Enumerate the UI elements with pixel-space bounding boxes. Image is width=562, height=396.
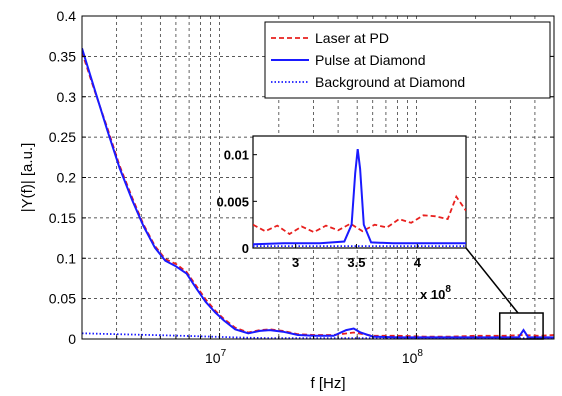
y-tick-label: 0.1 bbox=[57, 250, 77, 266]
legend-label: Laser at PD bbox=[315, 30, 389, 46]
y-axis-label: |Y(f)| [a.u.] bbox=[19, 143, 36, 212]
main-plot-lines bbox=[82, 48, 554, 339]
zoom-connector-line bbox=[465, 247, 519, 314]
main-tick-labels: 0 0.05 0.1 0.15 0.2 0.25 0.3 0.35 0.4 107 108 bbox=[49, 8, 554, 366]
zoom-rectangle bbox=[498, 312, 544, 340]
inset-series-line-laser-at-pd bbox=[253, 194, 466, 236]
series-line-pulse-at-diamond bbox=[82, 48, 554, 339]
inset-x-tick-label: 3.5 bbox=[347, 255, 365, 270]
y-tick-label: 0.35 bbox=[49, 48, 76, 64]
inset-plot: 0 0.005 0.01 3 3.5 4 x 108 bbox=[216, 135, 467, 302]
y-tick-label: 0.3 bbox=[57, 89, 77, 105]
legend-label: Background at Diamond bbox=[315, 74, 465, 90]
inset-y-tick-label: 0 bbox=[242, 241, 249, 256]
inset-x-multiplier: x 108 bbox=[420, 284, 451, 302]
inset-x-tick-label: 4 bbox=[414, 255, 422, 270]
legend-label: Pulse at Diamond bbox=[315, 52, 426, 68]
y-tick-label: 0.25 bbox=[49, 129, 76, 145]
zoom-region-box bbox=[465, 247, 544, 340]
x-tick-label: 107 bbox=[205, 348, 227, 366]
legend-box bbox=[264, 21, 551, 99]
y-tick-label: 0.4 bbox=[57, 8, 77, 24]
y-tick-label: 0.15 bbox=[49, 210, 76, 226]
y-tick-label: 0 bbox=[68, 331, 76, 347]
inset-x-tick-label: 3 bbox=[292, 255, 299, 270]
inset-y-tick-label: 0.005 bbox=[216, 194, 249, 209]
inset-series-line-pulse-at-diamond bbox=[253, 148, 466, 246]
inset-y-tick-label: 0.01 bbox=[224, 148, 249, 163]
legend: Laser at PD Pulse at Diamond Background at… bbox=[264, 21, 551, 99]
inset-lines bbox=[253, 148, 466, 248]
x-tick-label: 108 bbox=[402, 348, 424, 366]
x-axis-label: f [Hz] bbox=[310, 375, 345, 392]
y-tick-label: 0.05 bbox=[49, 291, 76, 307]
y-tick-label: 0.2 bbox=[57, 170, 77, 186]
